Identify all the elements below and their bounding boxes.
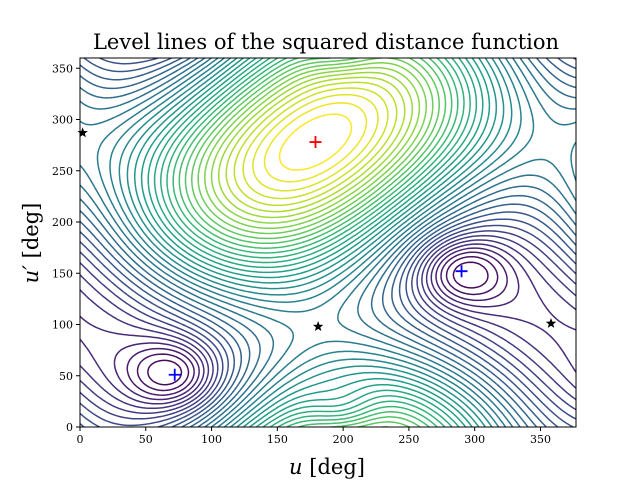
contour-level	[191, 58, 440, 427]
saddle-star-marker	[77, 127, 88, 138]
x-tick-label: 0	[77, 433, 84, 446]
contour-level	[133, 58, 498, 427]
contour-level	[153, 58, 478, 427]
contour-level	[140, 58, 491, 427]
y-tick-label: 150	[52, 267, 73, 280]
contour-level	[126, 251, 508, 396]
y-tick-label: 100	[52, 319, 73, 332]
contour-level	[147, 58, 484, 427]
maximum-marker	[309, 136, 322, 149]
y-tick-label: 300	[52, 114, 73, 127]
contour-level	[80, 243, 576, 405]
contour-level	[233, 81, 398, 207]
contour-level	[184, 58, 447, 427]
y-tick-label: 0	[66, 421, 73, 434]
x-tick-label: 200	[333, 433, 354, 446]
minimum-marker	[168, 368, 181, 381]
x-axis-ticks: 0 50 100 150 200 250 300 350	[77, 427, 551, 446]
x-tick-label: 100	[201, 433, 222, 446]
contour-level	[204, 62, 427, 230]
x-tick-label: 150	[267, 433, 288, 446]
contour-level	[118, 58, 513, 427]
contour-level	[80, 234, 576, 414]
x-axis-label: u [deg]	[289, 455, 365, 479]
y-axis-ticks: 0 50 100 150 200 250 300 350	[52, 62, 80, 434]
contour-level	[210, 66, 421, 224]
contour-level	[80, 224, 576, 427]
contour-level	[147, 261, 489, 386]
x-tick-label: 300	[464, 433, 485, 446]
contour-level	[136, 255, 499, 392]
y-axis-label: u′ [deg]	[19, 203, 43, 284]
contour-level	[80, 58, 576, 427]
chart-title: Level lines of the squared distance func…	[93, 30, 559, 54]
saddle-star-marker	[312, 321, 324, 331]
x-tick-label: 250	[398, 433, 419, 446]
x-tick-label: 50	[139, 433, 153, 446]
contour-level	[217, 71, 414, 219]
contour-level	[80, 239, 576, 410]
x-tick-label: 350	[530, 433, 551, 446]
contour-level	[80, 230, 576, 420]
saddle-star-marker	[545, 317, 557, 328]
contour-level	[80, 58, 576, 427]
contour-lines	[80, 58, 576, 427]
y-tick-label: 200	[52, 216, 73, 229]
critical-point-markers	[77, 127, 557, 381]
y-tick-label: 50	[59, 370, 73, 383]
contour-level	[263, 102, 368, 183]
contour-level	[126, 58, 505, 427]
contour-level	[178, 58, 453, 427]
contour-level	[113, 247, 520, 401]
contour-level	[278, 113, 353, 171]
contour-level	[80, 58, 576, 427]
y-tick-label: 250	[52, 165, 73, 178]
y-tick-label: 350	[52, 62, 73, 75]
minimum-marker	[455, 265, 468, 278]
contour-level	[252, 93, 379, 192]
contour-level	[242, 87, 389, 200]
plot-frame	[79, 57, 577, 428]
contour-level	[225, 76, 406, 213]
